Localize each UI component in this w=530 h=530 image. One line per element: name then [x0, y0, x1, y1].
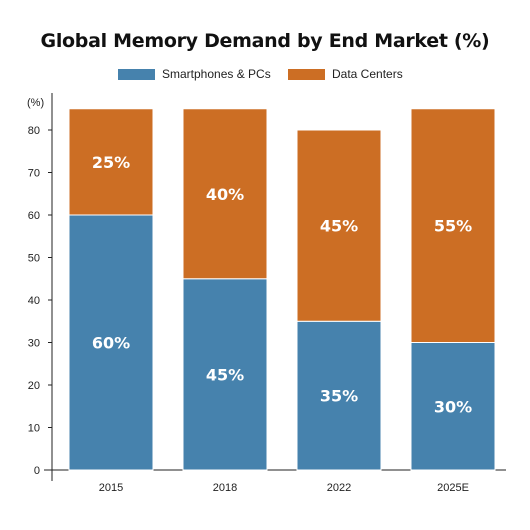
bar-segment-data-centers [182, 108, 268, 280]
bar-segment-smartphones-pcs [410, 342, 496, 471]
bar-label-smartphones-pcs: 30% [434, 397, 472, 416]
bar-segment-smartphones-pcs [182, 278, 268, 471]
legend-swatch-data-centers [288, 68, 325, 80]
y-tick-label: 60 [28, 210, 40, 222]
bar-labels: 60% 25% 45% 40% 35% 45% 30% 55% [92, 153, 472, 416]
y-tick-label: 20 [28, 380, 40, 392]
x-tick-label: 2025E [437, 482, 469, 494]
y-tick-label: 80 [28, 125, 40, 137]
bar-segment-smartphones-pcs [68, 214, 154, 471]
x-tick-label: 2018 [213, 482, 237, 494]
y-tick-label: 10 [28, 423, 40, 435]
bar-label-data-centers: 40% [206, 185, 244, 204]
legend-label-smartphones-pcs: Smartphones & PCs [162, 67, 271, 81]
legend-label-data-centers: Data Centers [332, 67, 403, 81]
y-tick-label: 50 [28, 253, 40, 265]
bar-label-smartphones-pcs: 45% [206, 365, 244, 384]
bar-segment-smartphones-pcs [296, 320, 382, 471]
bar-label-smartphones-pcs: 60% [92, 334, 130, 353]
legend-swatch-smartphones-pcs [118, 68, 155, 80]
bar-label-data-centers: 25% [92, 153, 130, 172]
y-axis-unit-label: (%) [27, 97, 44, 109]
y-tick-label: 0 [34, 465, 40, 477]
y-tick-label: 30 [28, 338, 40, 350]
x-tick-label: 2015 [99, 482, 123, 494]
chart-legend: Smartphones & PCs Data Centers [0, 67, 530, 87]
legend-item-data-centers: Data Centers [288, 67, 403, 81]
bar-segment-data-centers [68, 108, 154, 216]
bar-segment-data-centers [410, 108, 496, 343]
y-tick-label: 40 [28, 295, 40, 307]
axes: 0 10 20 30 40 50 60 70 80 2015 2018 2022 2025E [28, 93, 506, 494]
y-tick-label: 70 [28, 168, 40, 180]
bars [68, 108, 496, 471]
legend-item-smartphones-pcs: Smartphones & PCs [118, 67, 271, 81]
chart-title: Global Memory Demand by End Market (%) [40, 30, 490, 52]
x-tick-label: 2022 [327, 482, 351, 494]
bar-label-data-centers: 55% [434, 217, 472, 236]
bar-segment-data-centers [296, 129, 382, 322]
bar-label-smartphones-pcs: 35% [320, 387, 358, 406]
bar-label-data-centers: 45% [320, 217, 358, 236]
